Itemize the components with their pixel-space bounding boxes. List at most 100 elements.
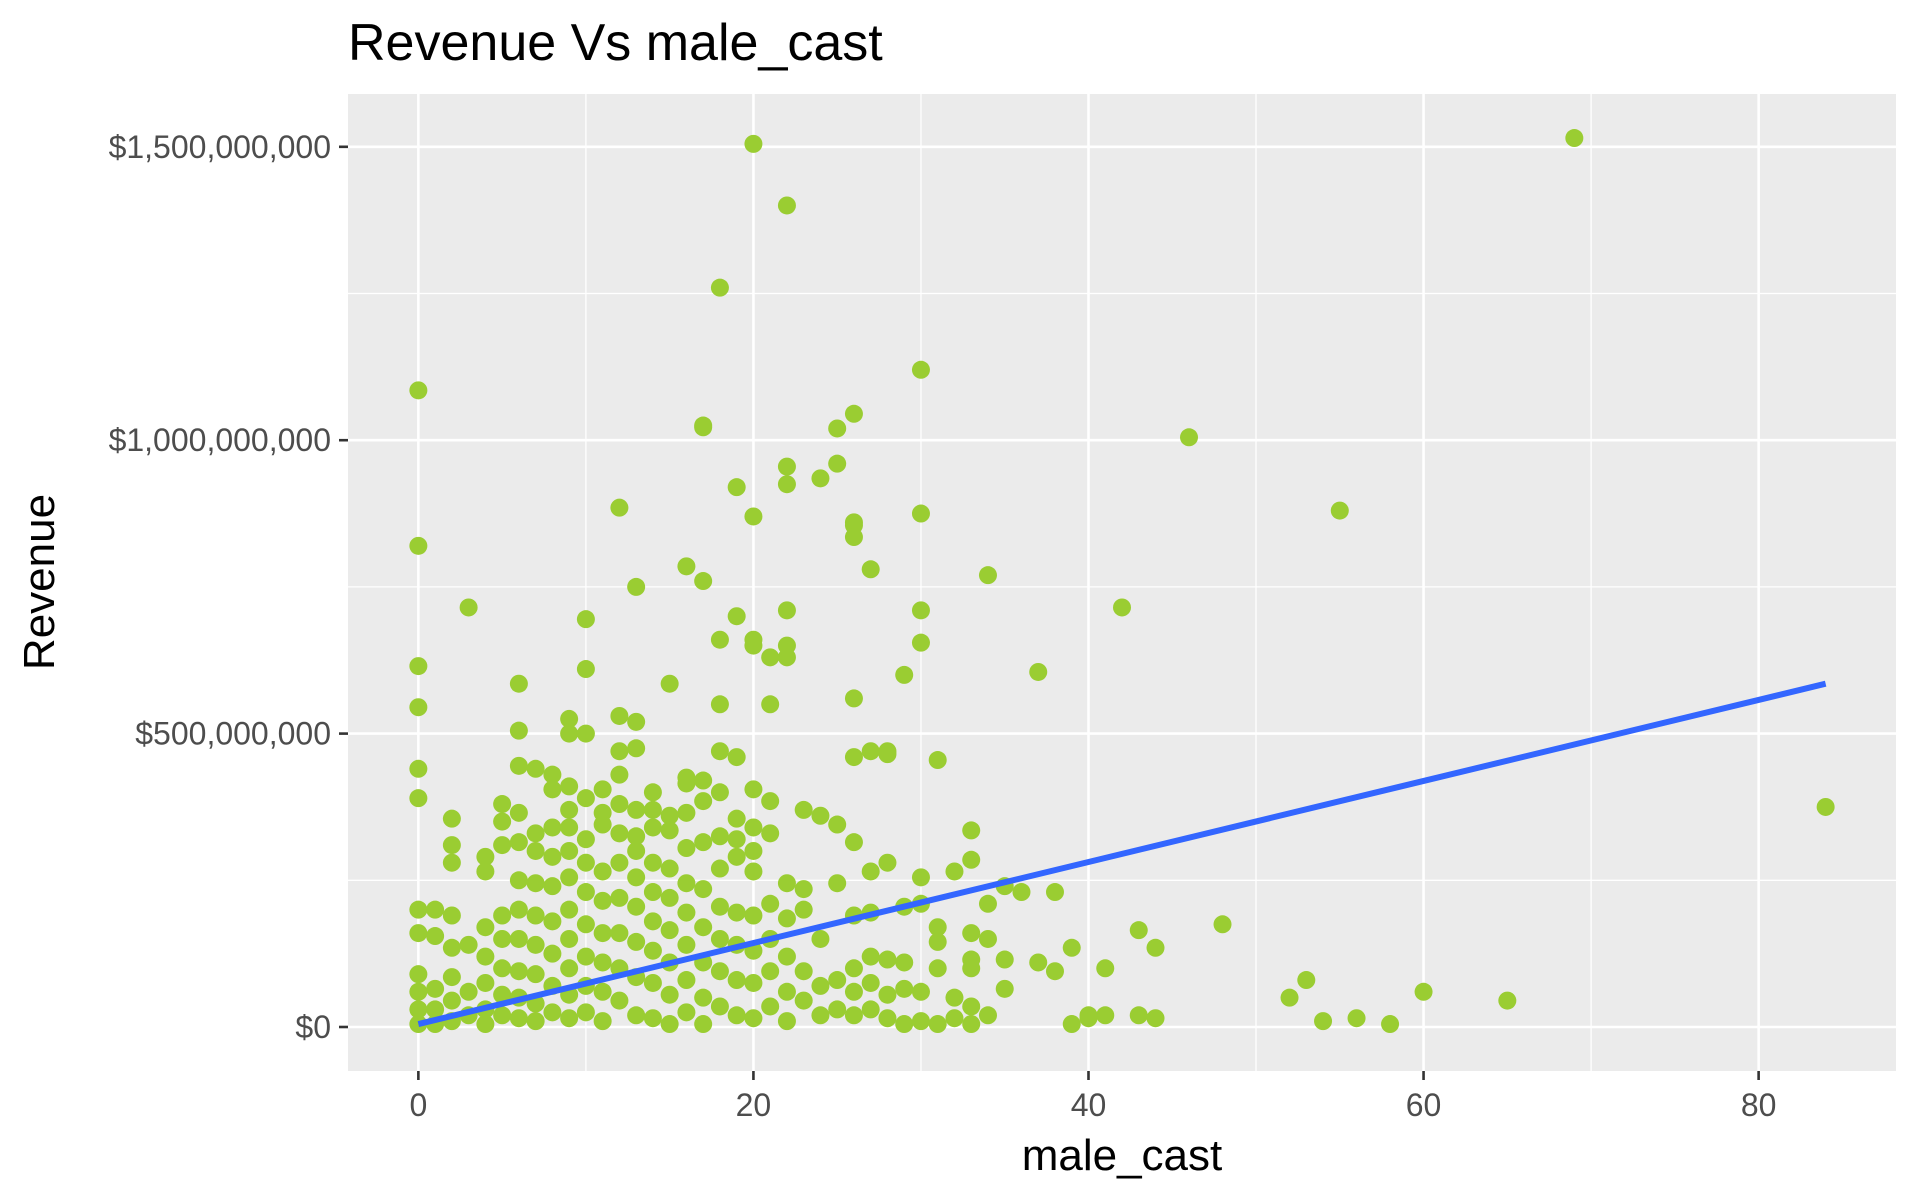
data-point bbox=[761, 648, 780, 667]
data-point bbox=[861, 742, 880, 761]
data-point bbox=[811, 1006, 830, 1025]
data-point bbox=[761, 792, 780, 811]
data-point bbox=[911, 868, 930, 887]
y-axis: $0 $500,000,000 $1,000,000,000 $1,500,000,0… bbox=[109, 129, 348, 1045]
data-point bbox=[610, 742, 629, 761]
data-point bbox=[560, 900, 579, 919]
data-point bbox=[409, 924, 428, 943]
data-point bbox=[593, 982, 612, 1001]
data-point bbox=[576, 830, 595, 849]
data-point bbox=[828, 815, 847, 834]
data-point bbox=[643, 853, 662, 872]
data-point bbox=[962, 997, 981, 1016]
data-point bbox=[643, 800, 662, 819]
data-point bbox=[409, 900, 428, 919]
data-point bbox=[945, 988, 964, 1007]
data-point bbox=[861, 1000, 880, 1019]
data-point bbox=[761, 695, 780, 714]
data-point bbox=[1045, 962, 1064, 981]
data-point bbox=[509, 1009, 528, 1028]
data-point bbox=[928, 1015, 947, 1034]
data-point bbox=[543, 1003, 562, 1022]
data-point bbox=[409, 536, 428, 555]
data-point bbox=[643, 912, 662, 931]
data-point bbox=[761, 962, 780, 981]
data-point bbox=[1146, 1009, 1165, 1028]
data-point bbox=[660, 674, 679, 693]
data-point bbox=[727, 903, 746, 922]
data-point bbox=[627, 868, 646, 887]
data-point bbox=[493, 795, 512, 814]
data-point bbox=[945, 1009, 964, 1028]
data-point bbox=[895, 1015, 914, 1034]
data-point bbox=[560, 709, 579, 728]
data-point bbox=[911, 504, 930, 523]
data-point bbox=[660, 921, 679, 940]
data-point bbox=[1062, 1015, 1081, 1034]
data-point bbox=[1414, 982, 1433, 1001]
data-point bbox=[610, 765, 629, 784]
data-point bbox=[1565, 129, 1584, 148]
data-point bbox=[744, 1009, 763, 1028]
data-point bbox=[509, 721, 528, 740]
data-point bbox=[1180, 428, 1199, 447]
data-point bbox=[493, 812, 512, 831]
data-point bbox=[660, 806, 679, 825]
data-point bbox=[878, 950, 897, 969]
data-point bbox=[476, 847, 495, 866]
data-point bbox=[610, 824, 629, 843]
data-point bbox=[978, 929, 997, 948]
data-point bbox=[694, 418, 713, 437]
data-point bbox=[526, 965, 545, 984]
data-point bbox=[1347, 1009, 1366, 1028]
data-point bbox=[610, 706, 629, 725]
data-point bbox=[409, 1000, 428, 1019]
y-axis-title: Revenue bbox=[15, 494, 64, 670]
data-point bbox=[710, 827, 729, 846]
data-point bbox=[727, 809, 746, 828]
data-point bbox=[476, 973, 495, 992]
data-point bbox=[660, 859, 679, 878]
data-point bbox=[844, 982, 863, 1001]
data-point bbox=[828, 874, 847, 893]
data-point bbox=[794, 880, 813, 899]
data-point bbox=[526, 841, 545, 860]
trend-line-group bbox=[417, 680, 1827, 1027]
data-point bbox=[442, 938, 461, 957]
data-point bbox=[627, 841, 646, 860]
data-point bbox=[1029, 662, 1048, 681]
data-point bbox=[911, 1012, 930, 1031]
data-point bbox=[1498, 991, 1517, 1010]
data-point bbox=[962, 821, 981, 840]
data-point bbox=[811, 806, 830, 825]
data-point bbox=[677, 839, 696, 858]
data-point bbox=[1816, 797, 1835, 816]
x-tick-label: 60 bbox=[1406, 1087, 1442, 1123]
data-point bbox=[560, 868, 579, 887]
data-point bbox=[627, 932, 646, 951]
data-point bbox=[744, 841, 763, 860]
data-point bbox=[409, 381, 428, 400]
data-point bbox=[493, 836, 512, 855]
data-point bbox=[694, 1015, 713, 1034]
data-point bbox=[660, 888, 679, 907]
data-point bbox=[593, 1012, 612, 1031]
data-point bbox=[409, 657, 428, 676]
data-point bbox=[861, 560, 880, 579]
data-point bbox=[710, 962, 729, 981]
data-point bbox=[509, 871, 528, 890]
data-point bbox=[509, 900, 528, 919]
data-point bbox=[878, 1009, 897, 1028]
data-point bbox=[660, 1015, 679, 1034]
data-point bbox=[610, 924, 629, 943]
data-point bbox=[493, 906, 512, 925]
data-point bbox=[895, 953, 914, 972]
data-point bbox=[710, 630, 729, 649]
y-tick-label: $1,500,000,000 bbox=[109, 129, 331, 165]
data-point bbox=[794, 962, 813, 981]
data-point bbox=[1129, 1006, 1148, 1025]
data-point bbox=[761, 824, 780, 843]
data-point bbox=[744, 636, 763, 655]
data-point bbox=[811, 469, 830, 488]
data-point bbox=[1314, 1012, 1333, 1031]
